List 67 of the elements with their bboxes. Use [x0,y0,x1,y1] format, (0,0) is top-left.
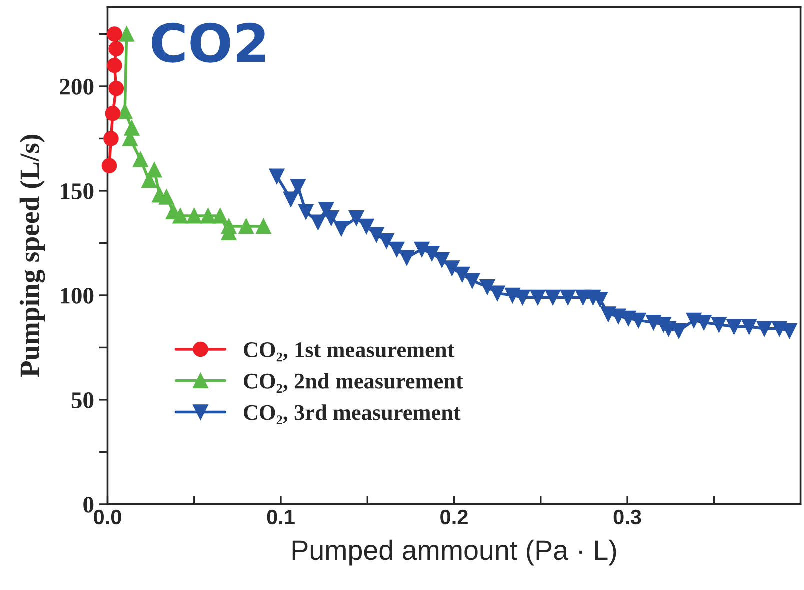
annotation: CO2 [152,22,266,63]
legend-label: CO₂, 2nd measurement [244,373,464,394]
point [159,190,174,205]
point [269,168,285,184]
point [117,104,133,120]
y-axis-title: Pumping speed (L/s) [20,135,46,378]
point [298,204,314,220]
point [358,218,374,234]
point [379,233,394,249]
legend-label: CO₂, 1st measurement [244,342,455,362]
point [102,158,118,174]
point [399,250,415,266]
point [782,323,798,339]
point [200,208,216,224]
point [107,26,122,42]
point [104,131,119,146]
point [146,162,162,178]
x-tick-label: 0.3 [614,510,642,525]
point [756,321,772,337]
y-tick-label: 200 [60,78,94,95]
point [334,220,350,236]
point [414,242,430,258]
point [646,315,662,330]
point [424,246,440,262]
point [221,218,237,234]
point [505,288,520,304]
point [212,208,228,224]
legend-label: CO₂, 3rd measurement [244,404,461,424]
point [530,290,546,306]
x-tick-label: 0.0 [94,510,122,525]
point [256,218,272,234]
x-tick-label: 0.1 [267,510,295,525]
point [369,227,384,243]
point [290,179,306,194]
y-tick-label: 150 [61,183,94,200]
point [107,58,122,74]
point [108,80,124,96]
x-axis-title: Pumped ammount (Pa · L) [292,540,616,566]
point [186,208,202,224]
y-tick-label: 0 [84,496,94,513]
point [172,208,188,224]
point [348,210,364,226]
point [119,26,134,42]
x-tick-label: 0.2 [440,510,468,525]
point [480,279,496,295]
point [742,319,757,334]
point [545,290,561,306]
point [105,106,121,122]
y-tick-label: 50 [72,392,94,408]
point [310,214,326,230]
point [434,252,450,268]
point [726,319,742,334]
point [454,266,470,282]
point [108,41,124,57]
point [560,290,576,306]
point [464,273,480,288]
point [444,260,460,276]
point [389,242,405,258]
point [283,192,299,207]
point [686,312,702,328]
point [712,317,727,332]
point [490,286,506,302]
point [133,152,148,168]
point [671,323,687,339]
point [515,290,530,306]
y-tick-label: 100 [61,288,94,304]
point [238,218,254,234]
